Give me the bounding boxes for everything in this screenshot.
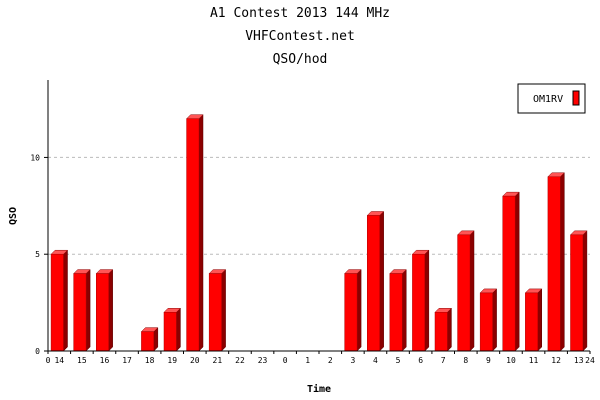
- bar-front: [389, 273, 403, 352]
- x-tick-label: 12: [551, 356, 561, 365]
- bar: [366, 210, 385, 352]
- bar-front: [366, 215, 380, 352]
- bar: [502, 191, 520, 352]
- bar-front: [208, 273, 222, 352]
- bar-front: [479, 292, 493, 352]
- bar: [547, 172, 565, 352]
- x-tick-label: 11: [529, 356, 539, 365]
- x-tick-label: 8: [463, 356, 468, 365]
- bar-front: [570, 234, 584, 352]
- x-tick-label: 20: [190, 356, 200, 365]
- bar: [208, 268, 227, 352]
- bar: [524, 288, 543, 352]
- x-tick-label: 16: [100, 356, 110, 365]
- legend-series-label: OM1RV: [533, 94, 563, 105]
- x-axis-label: Time: [307, 383, 331, 395]
- bar-side: [469, 230, 475, 352]
- bar-side: [514, 191, 520, 352]
- bar: [140, 327, 159, 352]
- y-tick-label: 5: [35, 250, 40, 259]
- bar: [163, 307, 182, 352]
- x-tick-label: 1: [305, 356, 310, 365]
- x-tick-label: 7: [441, 356, 446, 365]
- bar: [434, 307, 453, 352]
- x-tick-label: 13: [574, 356, 584, 365]
- bar: [73, 268, 91, 352]
- x-tick-label: 22: [235, 356, 245, 365]
- bar-side: [85, 268, 91, 352]
- x-tick-label: 0: [283, 356, 288, 365]
- bars-group: [50, 114, 588, 352]
- bar: [569, 230, 588, 352]
- y-tick-labels: 0 5 10: [30, 153, 48, 356]
- legend: OM1RV: [517, 83, 586, 114]
- bar-front: [412, 253, 426, 352]
- bar-front: [502, 195, 516, 352]
- x-tick-label: 10: [506, 356, 516, 365]
- x-tick-labels: 14 15 16 17 18 19 20 21 22 23 0 1 2 3 4 5 6 7 8 9 10 11 12 130 2…: [46, 351, 595, 365]
- y-tick-label: 10: [30, 153, 40, 162]
- bar-side: [424, 249, 430, 352]
- bar-front: [141, 331, 155, 352]
- x-tick-label: 2: [328, 356, 333, 365]
- x-tick-label: 9: [486, 356, 491, 365]
- x-tick-label: 4: [373, 356, 378, 365]
- bar-side: [582, 230, 588, 352]
- bar-side: [356, 268, 362, 352]
- y-axis-label: QSO: [8, 207, 19, 225]
- bar-side: [447, 307, 452, 352]
- bar-side: [108, 268, 113, 352]
- bar: [411, 249, 430, 352]
- bar-front: [525, 292, 539, 352]
- bar-side: [221, 268, 226, 352]
- bar-front: [434, 312, 448, 352]
- bar-front: [457, 234, 471, 352]
- legend-swatch: [572, 90, 580, 106]
- x-tick-label: 18: [145, 356, 155, 365]
- chart-subtitle: VHFContest.net: [245, 29, 355, 44]
- bar-side: [198, 114, 204, 352]
- x-tick-label: 14: [54, 356, 64, 365]
- bar-front: [186, 118, 200, 352]
- bar: [456, 230, 475, 352]
- x-tick-label: 21: [213, 356, 223, 365]
- x-tick-label: 5: [396, 356, 401, 365]
- grid-lines: [48, 156, 590, 255]
- bar-side: [537, 288, 543, 352]
- bar: [479, 288, 498, 352]
- x-tick-label: 3: [350, 356, 355, 365]
- bar-front: [95, 273, 109, 352]
- bar-front: [547, 176, 561, 352]
- x-tick-label: 15: [77, 356, 87, 365]
- bar-side: [176, 307, 181, 352]
- bar: [95, 268, 114, 352]
- bar-front: [73, 273, 87, 352]
- chart-title: A1 Contest 2013 144 MHz: [209, 6, 390, 21]
- bar-front: [50, 253, 64, 352]
- bar-side: [379, 210, 384, 352]
- bar: [344, 268, 362, 352]
- bar: [50, 249, 69, 352]
- bar: [185, 114, 204, 352]
- x-tick-label: 17: [122, 356, 132, 365]
- bar-side: [492, 288, 497, 352]
- bar-side: [560, 172, 565, 352]
- bar-front: [163, 312, 177, 352]
- x-tick-label: 19: [167, 356, 177, 365]
- bar-front: [344, 273, 358, 352]
- bar-side: [63, 249, 68, 352]
- x-axis-end-label: 24: [585, 356, 595, 365]
- bar-side: [402, 268, 407, 352]
- bar: [389, 268, 407, 352]
- chart-subtitle-2: QSO/hod: [272, 52, 328, 67]
- x-tick-label: 23: [258, 356, 268, 365]
- x-tick-label: 6: [418, 356, 423, 365]
- x-axis-start-label: 0: [46, 356, 51, 365]
- y-tick-label: 0: [35, 347, 40, 356]
